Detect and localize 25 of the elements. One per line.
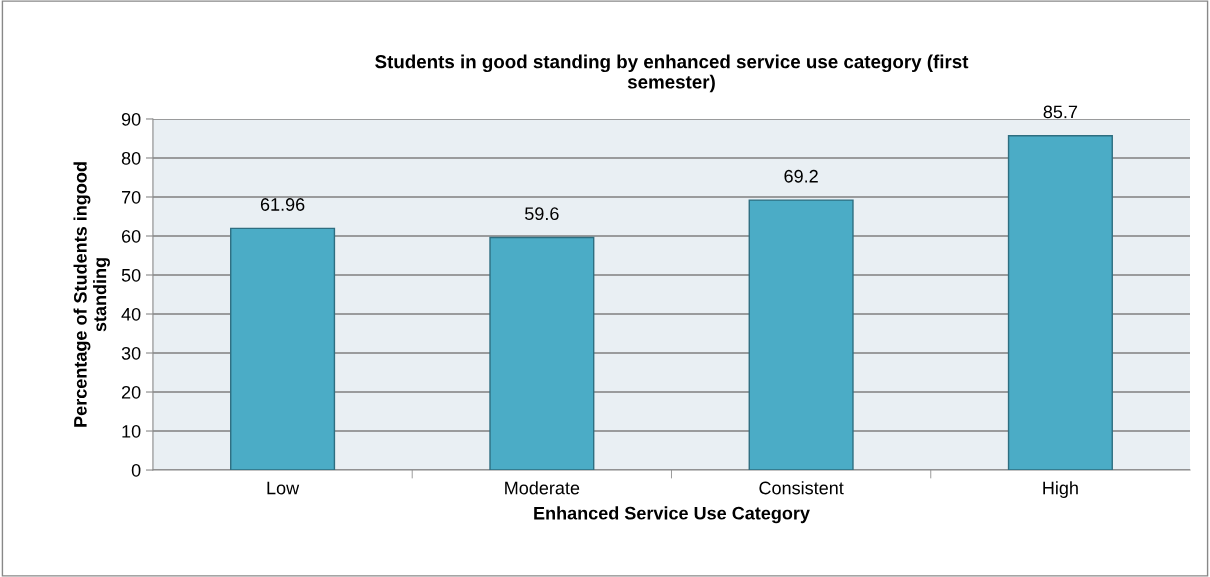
bar — [230, 227, 336, 471]
y-tick-label: 80 — [121, 151, 141, 165]
y-tick-label: 50 — [121, 268, 141, 282]
chart-title: Students in good standing by enhanced service use category (first semester) — [375, 54, 969, 93]
y-tick-label: 40 — [121, 307, 141, 321]
x-tick-label: High — [1043, 481, 1078, 498]
bar — [489, 236, 595, 471]
bar — [748, 199, 854, 471]
y-tick-label: 30 — [121, 346, 141, 360]
data-label: 59.6 — [525, 207, 559, 221]
x-tick-label: Moderate — [505, 481, 580, 495]
data-label: 69.2 — [784, 169, 818, 183]
y-tick-label: 20 — [121, 385, 141, 399]
y-axis-title: Percentage of Students ingood standing — [73, 162, 110, 427]
x-tick-label: Consistent — [759, 481, 844, 495]
y-tick-label: 10 — [122, 424, 141, 438]
y-tick-label: 0 — [131, 463, 141, 477]
bar — [1007, 135, 1113, 471]
y-tick-label: 90 — [121, 112, 141, 126]
data-label: 61.96 — [260, 198, 305, 211]
x-axis-title: Enhanced Service Use Category — [534, 506, 810, 524]
y-tick-label: 70 — [121, 190, 141, 204]
x-tick-label: Low — [267, 481, 300, 495]
data-label: 85.7 — [1043, 105, 1078, 119]
y-tick-label: 60 — [121, 229, 141, 243]
